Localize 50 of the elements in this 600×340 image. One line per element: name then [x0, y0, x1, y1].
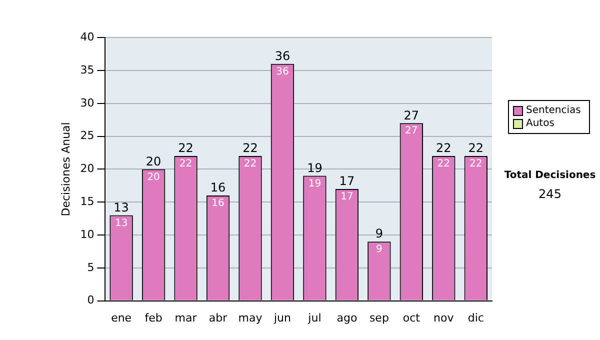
data-label: 22	[437, 158, 450, 170]
legend-label: Autos	[526, 117, 554, 130]
total-label: 22	[436, 141, 452, 156]
legend-label: Sentencias	[526, 104, 581, 117]
data-label: 13	[114, 218, 128, 229]
total-label: 27	[404, 108, 420, 122]
y-tick-label: 35	[80, 63, 94, 76]
y-tick-label: 20	[80, 162, 94, 176]
data-label: 16	[212, 198, 224, 210]
total-label: 20	[146, 154, 162, 168]
x-tick-label: dic	[468, 311, 484, 324]
y-tick-label: 5	[87, 260, 94, 274]
y-tick-label: 30	[80, 96, 94, 110]
total-label: 22	[242, 141, 258, 156]
y-tick-label: 15	[80, 194, 94, 208]
data-label: 22	[470, 158, 482, 170]
x-tick-label: jul	[307, 311, 322, 324]
x-tick-label: ago	[336, 311, 358, 324]
x-tick-label: nov	[434, 311, 454, 324]
data-label: 36	[276, 66, 289, 78]
x-tick-label: oct	[402, 311, 421, 324]
text: 245	[538, 187, 562, 201]
y-tick-label: 10	[80, 228, 94, 241]
total-label: 16	[210, 180, 226, 195]
data-label: 22	[244, 158, 257, 170]
y-axis-title: Decisiones Anual	[59, 122, 72, 216]
text: Total Decisiones	[503, 170, 597, 181]
data-label: 20	[147, 172, 160, 183]
data-label: 27	[405, 126, 418, 137]
y-tick-label: 40	[80, 30, 94, 44]
x-tick-label: feb	[144, 311, 162, 324]
data-label: 22	[179, 158, 192, 170]
total-label: 17	[339, 174, 355, 188]
y-tick-label: 25	[80, 129, 94, 142]
total-label: 19	[307, 160, 322, 175]
total-label: 22	[178, 141, 194, 156]
total-label: 9	[375, 226, 384, 241]
total-label: 36	[274, 49, 290, 64]
data-label: 17	[340, 192, 354, 203]
data-label: 9	[376, 244, 382, 256]
total-label: 13	[114, 200, 129, 214]
total-label: 22	[468, 141, 484, 156]
x-tick-label: mar	[174, 311, 198, 324]
x-tick-label: abr	[208, 311, 228, 324]
data-label: 19	[308, 178, 322, 190]
x-tick-label: sep	[369, 311, 389, 324]
y-tick-label: 0	[87, 294, 94, 307]
x-tick-label: may	[238, 311, 263, 324]
x-tick-label: ene	[111, 311, 132, 324]
x-tick-label: jun	[272, 311, 292, 324]
